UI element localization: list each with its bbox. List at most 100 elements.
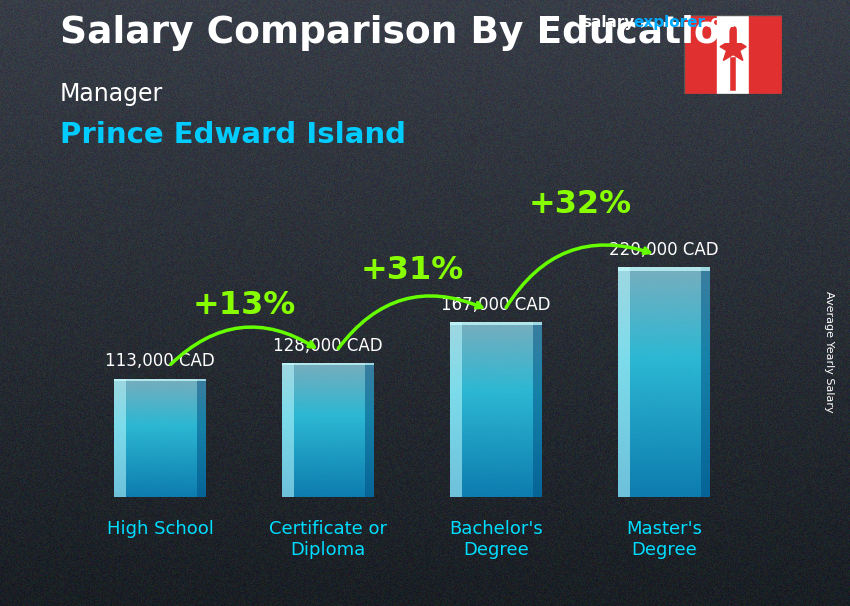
Text: explorer: explorer [633,15,706,30]
Bar [450,381,542,384]
Bar [618,376,711,379]
Bar [282,413,375,415]
Bar [114,407,207,408]
Bar [618,379,711,382]
Bar [618,494,711,497]
Bar [450,362,542,364]
Bar [282,433,375,435]
Bar [618,356,711,359]
Bar [450,414,542,416]
Bar [618,439,711,442]
Bar [282,417,375,418]
Text: Certificate or
Diploma: Certificate or Diploma [269,520,388,559]
Bar [701,267,711,497]
Bar [533,322,542,497]
Bar [618,359,711,362]
Bar [114,448,207,450]
Bar [450,331,542,333]
Bar [114,398,207,399]
Bar [282,440,375,442]
Bar [282,473,375,475]
Bar [282,452,375,453]
Bar [450,412,542,414]
Bar [282,479,375,480]
Bar [450,355,542,358]
Bar [114,379,207,381]
Bar [618,267,711,270]
Bar [282,367,375,368]
Bar [114,488,207,490]
Bar [282,488,375,490]
Bar [618,267,711,270]
Bar [114,478,207,479]
Bar [282,492,375,493]
Bar [114,451,207,453]
Bar [618,342,711,345]
Bar [450,390,542,392]
Bar [366,363,375,497]
Text: Salary Comparison By Education: Salary Comparison By Education [60,15,746,51]
Bar [450,364,542,366]
Bar [618,385,711,388]
Bar [282,467,375,468]
Bar [618,465,711,468]
Bar [618,276,711,279]
Bar [114,386,207,388]
Bar [282,495,375,497]
Bar [450,379,542,381]
Bar [450,348,542,351]
Bar [282,400,375,402]
Bar [282,375,375,376]
Bar [618,416,711,419]
Bar [618,382,711,385]
Bar [114,457,207,459]
Bar [450,445,542,447]
Bar [450,471,542,473]
Bar [450,464,542,467]
Text: Manager: Manager [60,82,162,106]
Bar [450,494,542,497]
Bar [114,432,207,433]
Bar [114,411,207,413]
Bar [450,486,542,488]
Bar [450,478,542,479]
Bar [114,463,207,464]
Bar [618,457,711,459]
Bar [618,491,711,494]
Bar [450,473,542,475]
Bar [114,392,207,394]
Bar [282,430,375,431]
Bar [618,290,711,293]
Bar [618,480,711,482]
Bar [114,419,207,420]
Bar [618,419,711,422]
Bar [282,383,375,385]
Bar [618,322,711,325]
Bar [450,322,542,325]
Bar [114,462,207,463]
Bar [450,456,542,458]
Bar [450,342,542,344]
Bar [114,444,207,445]
Bar [450,427,542,429]
Bar [618,431,711,434]
Bar [282,388,375,390]
Bar [618,302,711,304]
Bar [282,487,375,488]
Bar [618,362,711,365]
Bar [282,418,375,420]
Bar [618,393,711,396]
Bar [114,428,207,429]
Bar [282,387,375,388]
Bar [618,411,711,413]
Bar [618,391,711,393]
Bar [114,379,126,497]
Bar [618,477,711,480]
Bar [282,404,375,405]
Bar [114,422,207,423]
Bar [618,287,711,290]
Bar [114,438,207,439]
Bar [282,398,375,400]
Bar [282,402,375,404]
Bar [282,411,375,413]
